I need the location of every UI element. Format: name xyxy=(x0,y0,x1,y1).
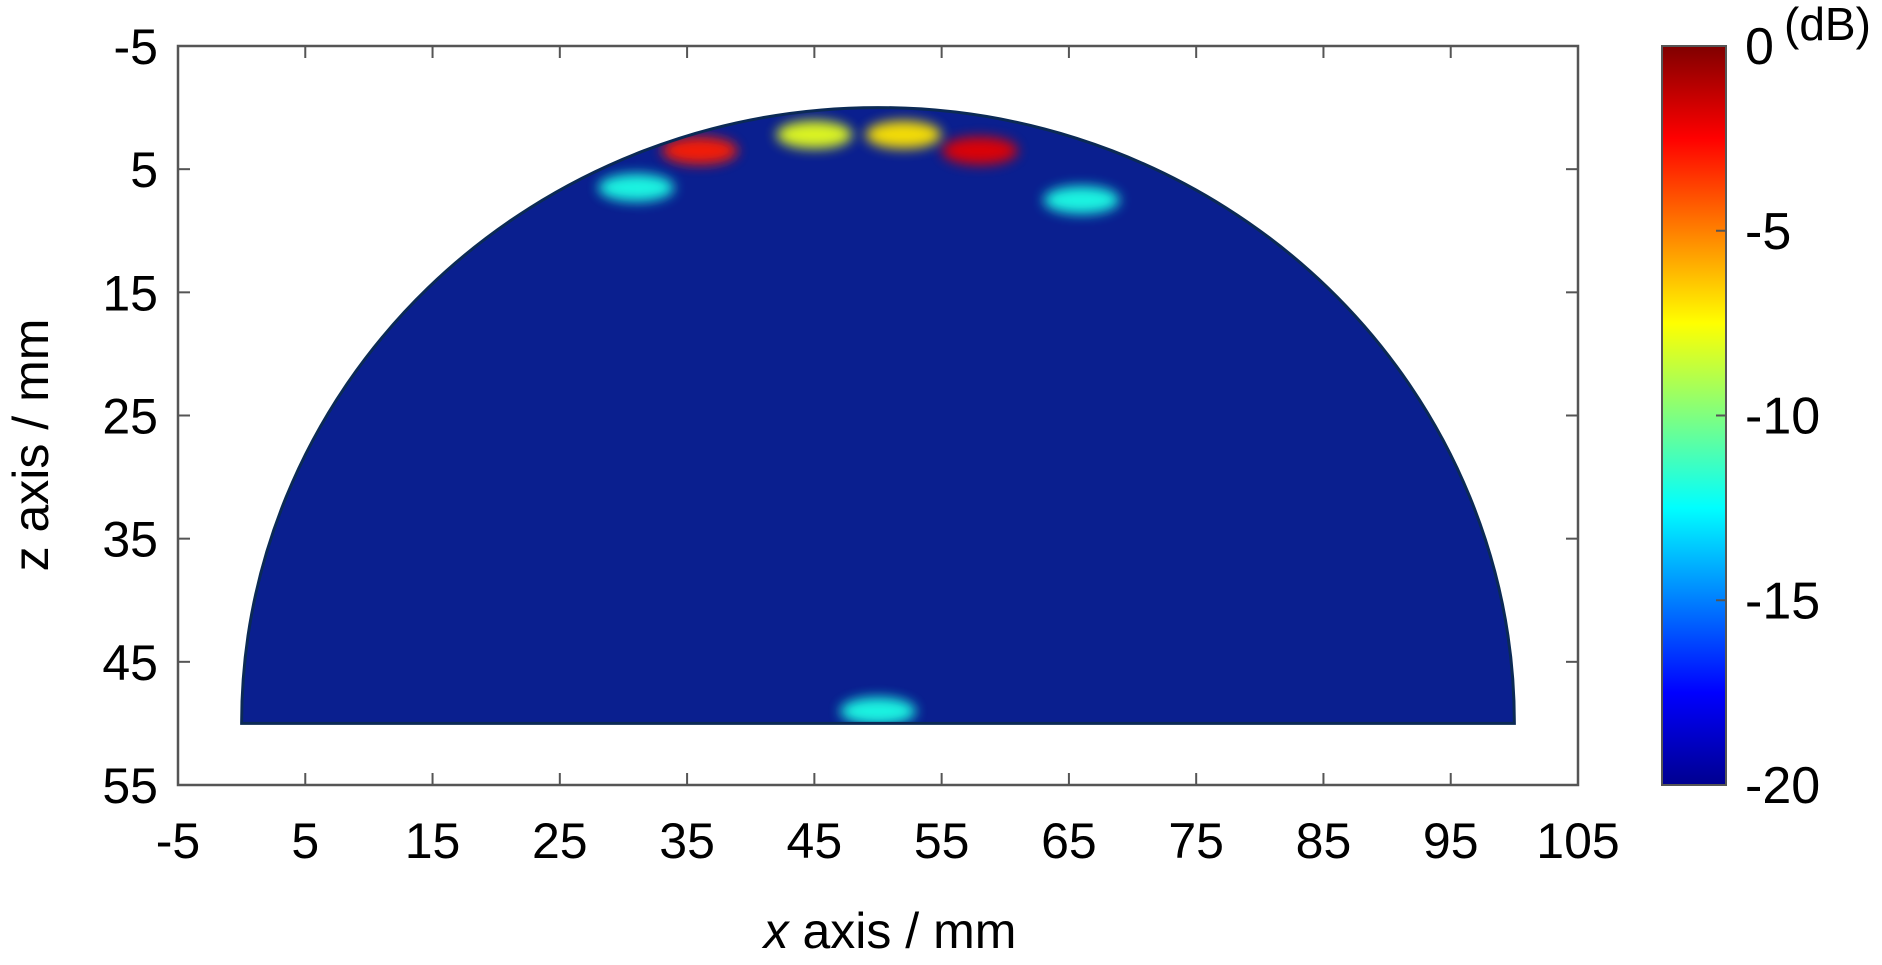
x-tick-label: 45 xyxy=(787,813,843,869)
y-tick-label: 15 xyxy=(102,265,158,321)
x-axis-ticks xyxy=(177,46,1579,785)
y-tick-label: 55 xyxy=(102,758,158,814)
x-tick-label: 65 xyxy=(1041,813,1097,869)
hotspot xyxy=(865,120,942,149)
hotspot xyxy=(661,136,738,165)
y-axis-tick-labels: -5 5 15 25 35 45 55 xyxy=(102,19,158,814)
x-axis-tick-labels: -5 5 15 25 35 45 55 65 75 85 95 105 xyxy=(156,813,1620,869)
x-tick-label: 85 xyxy=(1296,813,1352,869)
colorbar-tick-label: -5 xyxy=(1745,203,1791,261)
colorbar-ticks xyxy=(1716,45,1726,786)
x-tick-label: 15 xyxy=(405,813,461,869)
x-tick-label: 105 xyxy=(1536,813,1619,869)
hotspot xyxy=(776,120,853,149)
y-tick-label: 45 xyxy=(102,635,158,691)
y-tick-label: 35 xyxy=(102,512,158,568)
x-axis-label: x axis / mm xyxy=(762,903,1017,959)
colorbar-tick-label: 0 xyxy=(1745,18,1774,76)
x-tick-label: -5 xyxy=(156,813,200,869)
x-tick-label: 25 xyxy=(532,813,588,869)
x-tick-label: 95 xyxy=(1423,813,1479,869)
x-axis-label-rest: axis / mm xyxy=(789,903,1017,959)
x-tick-label: 55 xyxy=(914,813,970,869)
colorbar-gradient xyxy=(1661,45,1727,786)
x-tick-label: 75 xyxy=(1168,813,1224,869)
y-axis-ticks xyxy=(178,45,1578,786)
colorbar: 0 -5 -10 -15 -20 (dB) xyxy=(1661,0,1871,815)
hotspot xyxy=(1043,185,1120,214)
hotspot xyxy=(598,173,675,202)
colorbar-tick-labels: 0 -5 -10 -15 -20 xyxy=(1745,18,1820,815)
plot-area xyxy=(176,44,1580,787)
y-tick-label: 5 xyxy=(130,142,158,198)
x-tick-label: 5 xyxy=(291,813,319,869)
y-axis-label: z axis / mm xyxy=(3,319,59,572)
heatmap-image xyxy=(242,108,1515,726)
y-tick-label: 25 xyxy=(102,389,158,445)
x-tick-label: 35 xyxy=(659,813,715,869)
y-tick-label: -5 xyxy=(114,19,158,75)
image-region xyxy=(241,107,1515,724)
colorbar-tick-label: -10 xyxy=(1745,388,1820,446)
x-axis-label-var: x xyxy=(762,903,791,959)
hotspot xyxy=(840,697,916,724)
hotspots xyxy=(598,120,1120,724)
colorbar-tick-label: -20 xyxy=(1745,757,1820,815)
hotspot xyxy=(941,136,1018,165)
colorbar-unit-label: (dB) xyxy=(1784,0,1871,50)
colorbar-tick-label: -15 xyxy=(1745,572,1820,630)
